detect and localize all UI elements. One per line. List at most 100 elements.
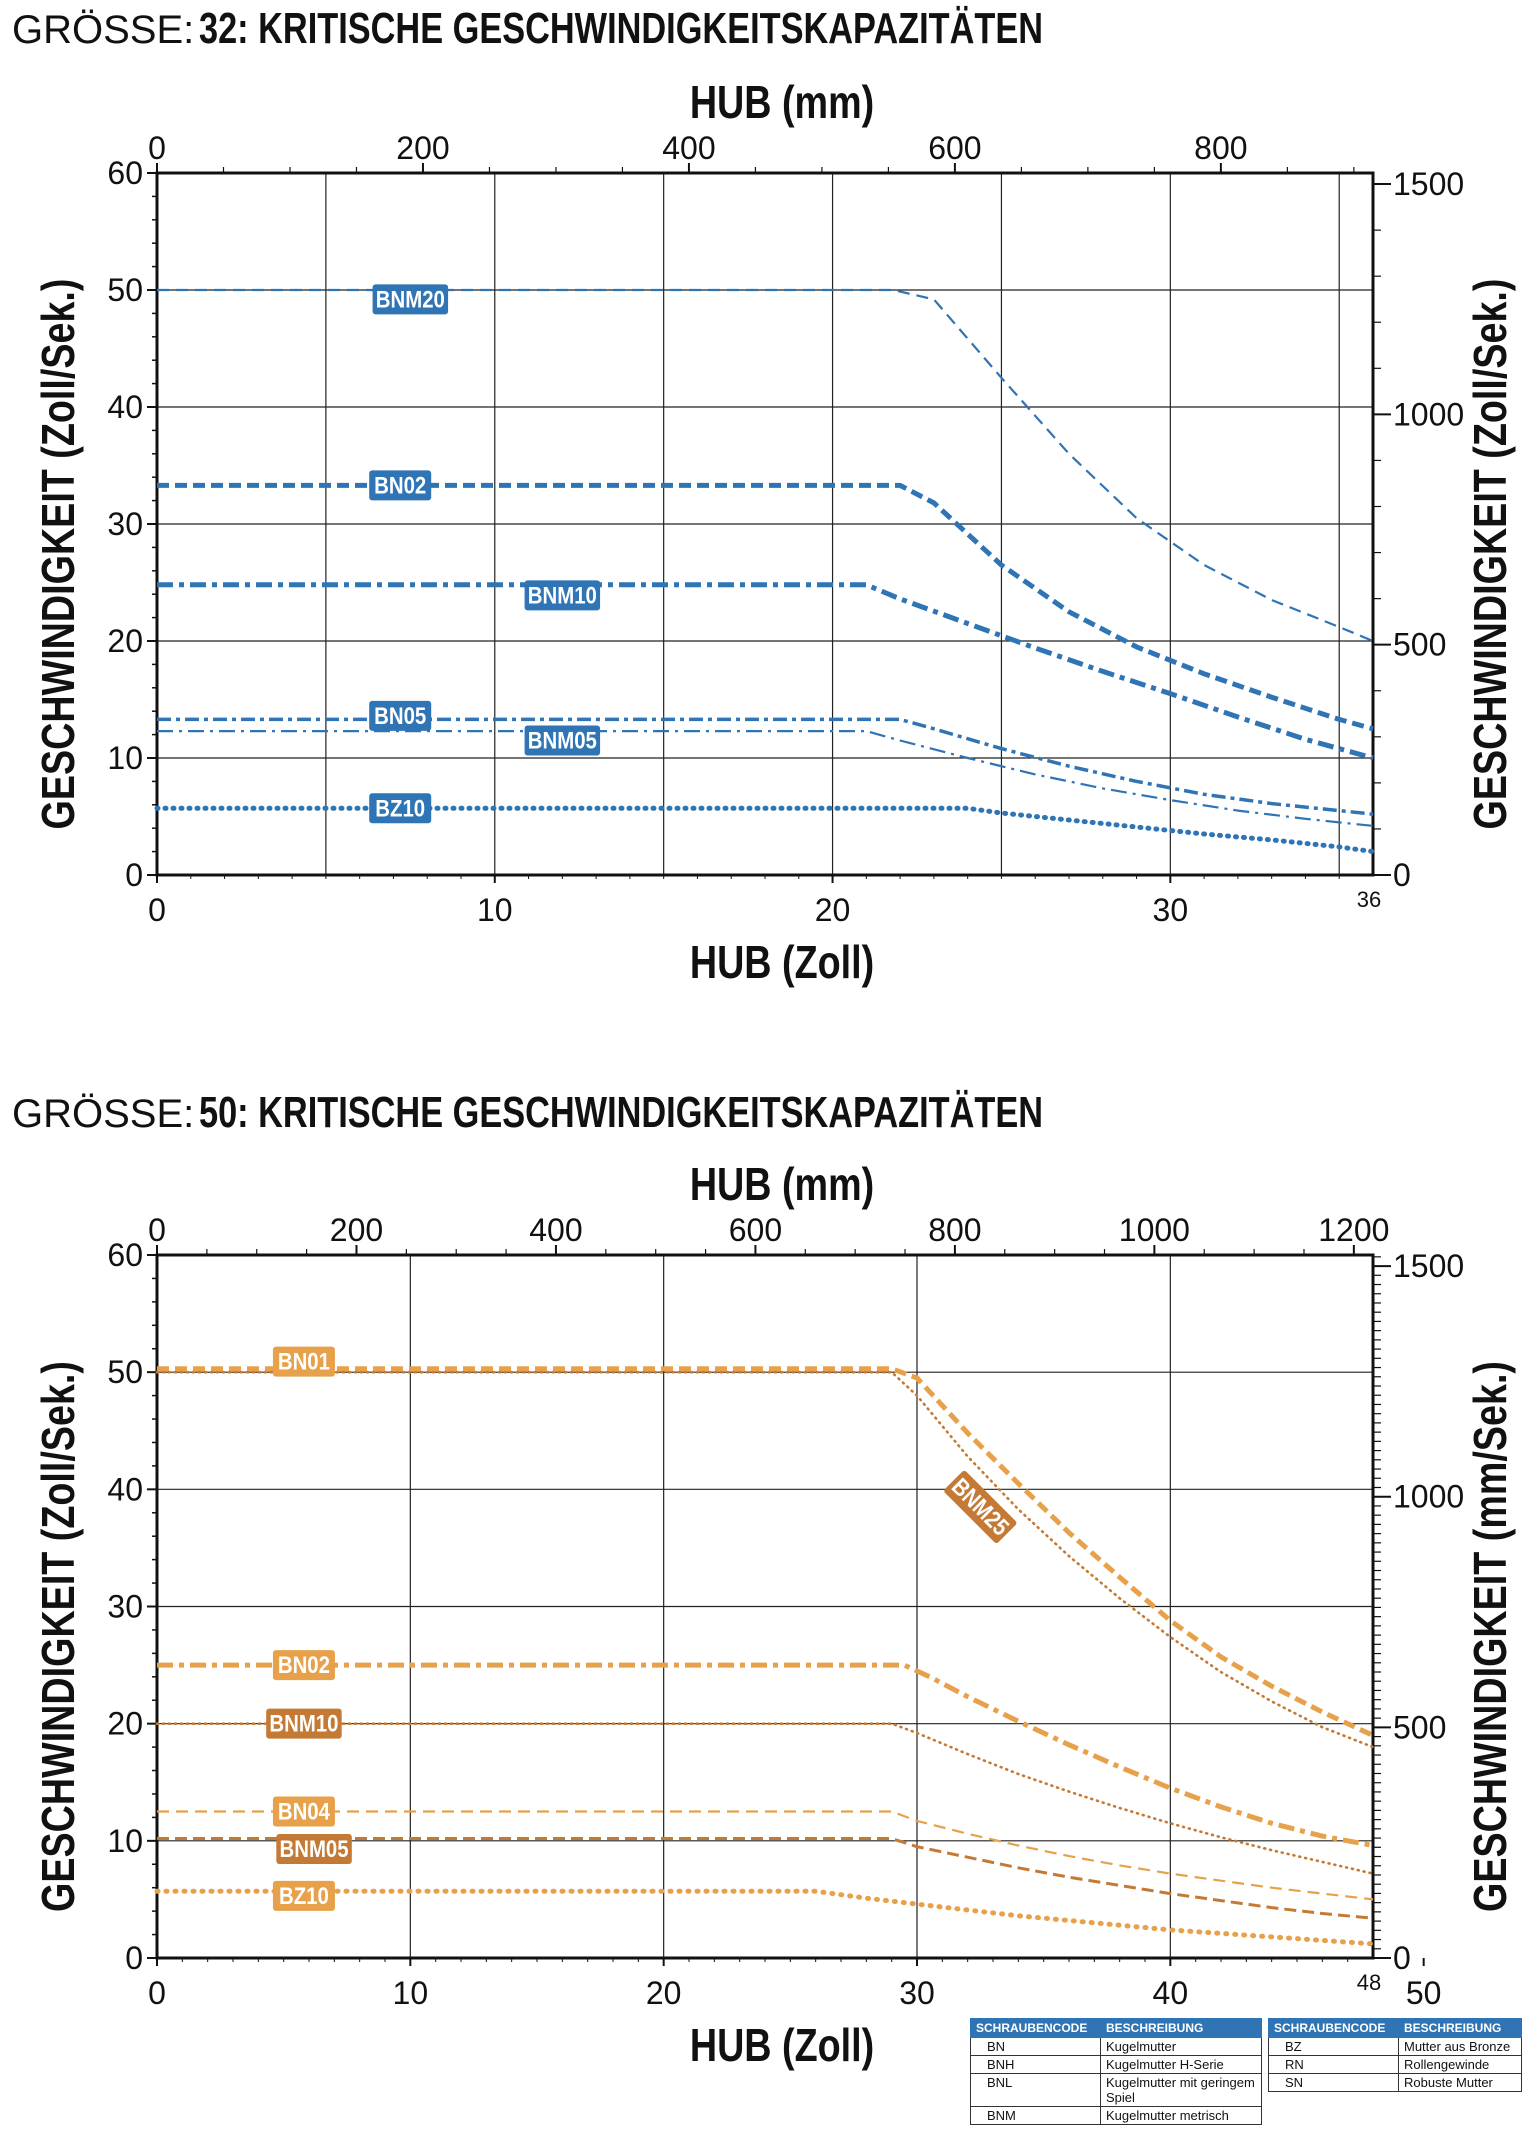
x-tick-label: 30 — [899, 1975, 935, 2011]
y-right-tick-label: 0 — [1393, 857, 1411, 893]
legend-desc: Kugelmutter H-Serie — [1100, 2055, 1262, 2074]
series-line-bn04 — [157, 1810, 1374, 1901]
legend-left-header-desc: BESCHREIBUNG — [1100, 2018, 1262, 2038]
y-right-tick-label: 1500 — [1393, 1248, 1464, 1284]
chart1-heading: GRÖSSE: 32: KRITISCHE GESCHWINDIGKEITSKA… — [12, 4, 1281, 54]
y-tick-label: 40 — [107, 1471, 143, 1507]
series-label-bnm10: BNM10 — [266, 1708, 342, 1739]
x-axis-title: HUB (Zoll) — [690, 936, 874, 987]
series-label-text: BNM05 — [279, 1835, 348, 1862]
series-line-bnm05 — [157, 729, 1374, 827]
legend-right-header-code: SCHRAUBENCODE — [1268, 2018, 1399, 2038]
series-label-bnm05: BNM05 — [524, 725, 601, 756]
legend-code: BZ — [1268, 2037, 1399, 2056]
chart2-heading-prefix: GRÖSSE: — [12, 1092, 195, 1136]
series-line-bn05 — [157, 717, 1374, 816]
series-label-bg — [272, 1796, 335, 1827]
series-label-text: BZ10 — [375, 795, 425, 822]
series-label-text: BNM10 — [269, 1710, 338, 1737]
y-tick-label: 60 — [107, 1237, 143, 1273]
series-label-bz10: BZ10 — [272, 1880, 335, 1911]
legend-desc: Robuste Mutter — [1398, 2073, 1522, 2092]
y-axis-title: GESCHWINDIGKEIT (Zoll/Sek.) — [32, 279, 83, 830]
x-top-tick-label: 200 — [330, 1212, 383, 1248]
y-right-tick-label: 0 — [1393, 1940, 1411, 1976]
legend-row: BZ Mutter aus Bronze — [1268, 2037, 1522, 2056]
y-right-tick-label: 500 — [1393, 1709, 1446, 1745]
x-tick-label: 10 — [393, 1975, 429, 2011]
x-top-tick-label: 200 — [396, 130, 449, 166]
x-tick-label: 30 — [1153, 892, 1189, 928]
series-label-bg — [276, 1834, 352, 1865]
series-label-bnm05: BNM05 — [276, 1834, 352, 1865]
y-tick-label: 20 — [107, 1706, 143, 1742]
x-tick-label: 0 — [148, 1975, 166, 2011]
x-axis-title: HUB (Zoll) — [690, 2019, 874, 2070]
y-right-tick-label: 1000 — [1393, 1479, 1464, 1515]
series-label-text: BN05 — [374, 702, 426, 729]
x-top-tick-label: 1000 — [1119, 1212, 1190, 1248]
legend-row: BN Kugelmutter — [970, 2037, 1262, 2056]
series-label-text: BN02 — [278, 1652, 330, 1679]
series-line-bnm10 — [155, 1722, 1375, 1875]
x-top-tick-label: 800 — [1194, 130, 1247, 166]
series-label-bg — [266, 1708, 342, 1739]
series-label-bn02: BN02 — [369, 470, 432, 501]
chart2-heading: GRÖSSE: 50: KRITISCHE GESCHWINDIGKEITSKA… — [12, 1088, 1281, 1138]
y-tick-label: 0 — [125, 857, 143, 893]
legend-row: SN Robuste Mutter — [1268, 2073, 1522, 2092]
legend-left-header-code: SCHRAUBENCODE — [970, 2018, 1101, 2038]
series-label-text: BN04 — [278, 1798, 331, 1825]
legend-desc: Kugelmutter — [1100, 2037, 1262, 2056]
y-tick-label: 10 — [107, 740, 143, 776]
legend-code: BNL — [970, 2073, 1101, 2107]
y-tick-label: 10 — [107, 1823, 143, 1859]
series-line-bz10 — [154, 1888, 1376, 1947]
y-right-tick-label: 500 — [1393, 627, 1446, 663]
series-label-bn01: BN01 — [272, 1346, 335, 1377]
series-label-bn05: BN05 — [369, 700, 432, 731]
x-tick-label: 10 — [477, 892, 513, 928]
x-tick-label: 50 — [1406, 1975, 1442, 2011]
legend-right-header-desc: BESCHREIBUNG — [1398, 2018, 1522, 2038]
legend-code: BNH — [970, 2055, 1101, 2074]
y-right-tick-label: 1500 — [1393, 166, 1464, 202]
series-label-text: BNM05 — [528, 727, 597, 754]
series-label-bg — [524, 725, 601, 756]
series-label-bg — [524, 580, 601, 611]
x-top-tick-label: 1200 — [1318, 1212, 1389, 1248]
y-right-tick-label: 1000 — [1393, 396, 1464, 432]
legend-code: BNM — [970, 2106, 1101, 2125]
series-line-bnm10 — [157, 582, 1374, 761]
series-label-bg — [372, 284, 449, 315]
series-line-bnm20 — [157, 288, 1374, 643]
legend-code: RN — [1268, 2055, 1399, 2074]
y-tick-label: 30 — [107, 1589, 143, 1625]
series-label-text: BNM10 — [528, 582, 597, 609]
x-top-axis-title: HUB (mm) — [690, 76, 874, 127]
x-end-label: 36 — [1357, 887, 1381, 912]
legend-desc: Rollengewinde — [1398, 2055, 1522, 2074]
legend-table-right: SCHRAUBENCODE BESCHREIBUNG BZ Mutter aus… — [1268, 2018, 1522, 2092]
series-label-text: BN01 — [278, 1348, 330, 1375]
y-right-axis-title: GESCHWINDIGKEIT (Zoll/Sek.) — [1464, 279, 1515, 830]
series-line-bnm25 — [155, 1370, 1375, 1749]
series-label-bg — [369, 793, 432, 824]
x-top-tick-label: 800 — [928, 1212, 981, 1248]
legend-desc: Mutter aus Bronze — [1398, 2037, 1522, 2056]
legend-row: BNH Kugelmutter H-Serie — [970, 2055, 1262, 2074]
legend-desc: Kugelmutter mit geringem Spiel — [1100, 2073, 1262, 2107]
x-top-tick-label: 0 — [148, 130, 166, 166]
series-label-bg — [272, 1880, 335, 1911]
x-top-tick-label: 400 — [529, 1212, 582, 1248]
legend-row: BNL Kugelmutter mit geringem Spiel — [970, 2073, 1262, 2107]
y-tick-label: 50 — [107, 272, 143, 308]
y-axis-title: GESCHWINDIGKEIT (Zoll/Sek.) — [32, 1361, 83, 1912]
series-label-bnm10: BNM10 — [524, 580, 601, 611]
x-top-tick-label: 600 — [928, 130, 981, 166]
series-line-bn01 — [157, 1366, 1375, 1738]
x-end-label: 48 — [1357, 1970, 1381, 1995]
x-tick-label: 20 — [815, 892, 851, 928]
y-right-axis-title: GESCHWINDIGKEIT (mm/Sek.) — [1464, 1361, 1515, 1912]
